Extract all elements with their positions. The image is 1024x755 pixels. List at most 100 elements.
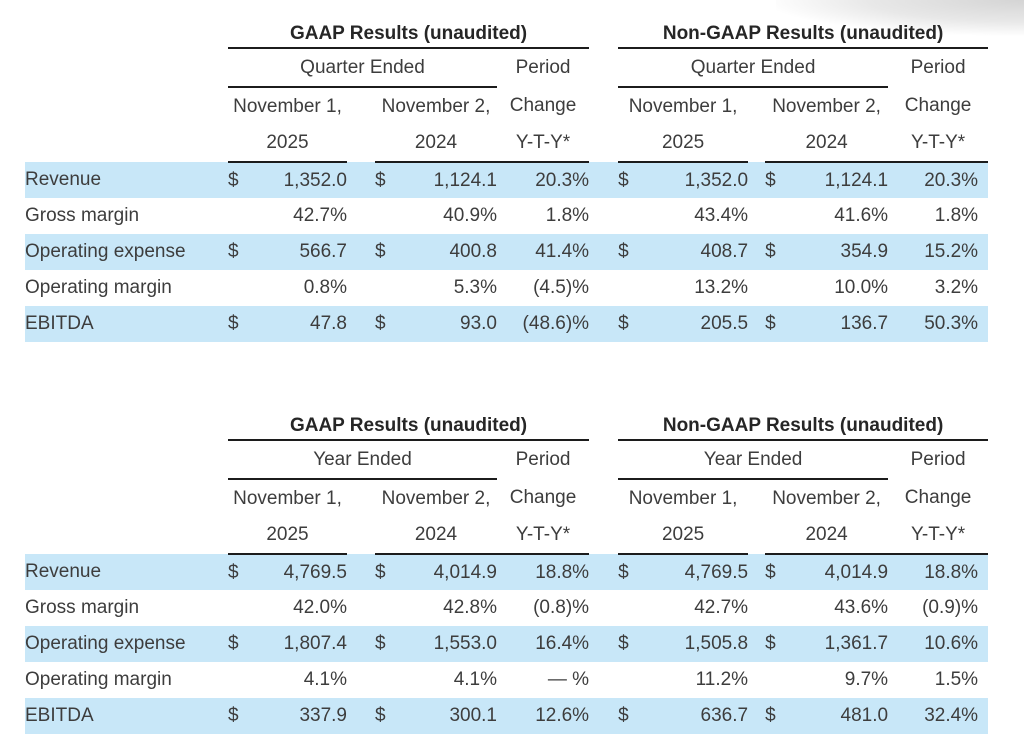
gaap-prior-year-header: 2024 bbox=[375, 517, 497, 555]
gaap-prior-date-header: November 2, bbox=[381, 487, 491, 509]
spacer bbox=[347, 479, 375, 517]
quarterly-results-table: GAAP Results (unaudited) Non-GAAP Result… bbox=[25, 20, 989, 342]
value-cell: 400.8 bbox=[403, 234, 497, 270]
spacer bbox=[25, 87, 228, 125]
value-cell: 5.3% bbox=[453, 277, 497, 298]
value-cell: 9.7% bbox=[844, 669, 889, 690]
dollar-sign: $ bbox=[228, 626, 256, 662]
spacer bbox=[589, 162, 619, 198]
dollar-sign bbox=[765, 662, 793, 698]
dollar-sign bbox=[228, 590, 256, 626]
non-gaap-prior-year-header: 2024 bbox=[765, 517, 889, 555]
non-gaap-period-scope-header: Year Ended bbox=[618, 440, 889, 480]
spacer bbox=[25, 479, 228, 517]
gaap-period-header: Period bbox=[515, 57, 571, 78]
dollar-sign bbox=[765, 590, 793, 626]
table-row: Operating margin 4.1% 4.1% — % 11.2% 9.7… bbox=[25, 662, 988, 698]
spacer bbox=[347, 554, 375, 590]
dollar-sign: $ bbox=[765, 234, 794, 270]
non-gaap-period-header: Period bbox=[910, 57, 966, 78]
spacer bbox=[978, 590, 988, 626]
value-cell: 43.6% bbox=[834, 597, 889, 618]
spacer bbox=[748, 306, 766, 342]
value-cell: 1,352.0 bbox=[650, 162, 749, 198]
spacer bbox=[589, 662, 618, 698]
value-cell: 481.0 bbox=[793, 698, 889, 734]
dollar-sign: $ bbox=[765, 626, 794, 662]
value-cell: 0.8% bbox=[303, 277, 347, 298]
row-label: EBITDA bbox=[25, 306, 228, 342]
dollar-sign: $ bbox=[375, 698, 403, 734]
change-cell: 18.8% bbox=[497, 554, 590, 590]
spacer bbox=[978, 234, 989, 270]
gaap-current-year-header: 2025 bbox=[228, 125, 347, 163]
change-cell: 3.2% bbox=[934, 277, 979, 298]
annual-results-table: GAAP Results (unaudited) Non-GAAP Result… bbox=[25, 412, 989, 734]
gaap-prior-date-header: November 2, bbox=[381, 95, 491, 117]
spacer bbox=[748, 198, 765, 234]
spacer bbox=[589, 517, 618, 554]
spacer bbox=[978, 270, 988, 306]
gaap-yty-header: Y-T-Y* bbox=[497, 125, 590, 163]
gaap-yty-header: Y-T-Y* bbox=[497, 517, 590, 555]
change-cell: 10.6% bbox=[888, 626, 979, 662]
spacer bbox=[347, 662, 375, 698]
value-cell: 42.7% bbox=[293, 205, 347, 226]
spacer bbox=[589, 125, 618, 162]
row-label: Gross margin bbox=[25, 205, 140, 226]
dollar-sign: $ bbox=[765, 698, 794, 734]
spacer bbox=[748, 125, 765, 162]
value-cell: 300.1 bbox=[403, 698, 497, 734]
dollar-sign: $ bbox=[228, 162, 256, 198]
spacer bbox=[748, 162, 766, 198]
change-cell: — % bbox=[547, 669, 590, 690]
spacer bbox=[347, 270, 375, 306]
table-row: EBITDA $ 47.8 $ 93.0 (48.6)% $ 205.5 $ 1… bbox=[25, 306, 989, 342]
dollar-sign: $ bbox=[228, 306, 256, 342]
spacer bbox=[748, 662, 765, 698]
dollar-sign bbox=[228, 198, 256, 234]
value-cell: 205.5 bbox=[650, 306, 749, 342]
row-label: Operating margin bbox=[25, 669, 172, 690]
change-cell: 41.4% bbox=[497, 234, 590, 270]
row-label: Revenue bbox=[25, 162, 228, 198]
value-cell: 47.8 bbox=[256, 306, 347, 342]
value-cell: 11.2% bbox=[695, 669, 749, 690]
spacer bbox=[347, 517, 375, 554]
spacer bbox=[748, 698, 766, 734]
non-gaap-current-date-header: November 1, bbox=[628, 487, 738, 509]
table-row: EBITDA $ 337.9 $ 300.1 12.6% $ 636.7 $ 4… bbox=[25, 698, 989, 734]
value-cell: 10.0% bbox=[834, 277, 889, 298]
dollar-sign bbox=[228, 662, 256, 698]
dollar-sign: $ bbox=[375, 306, 403, 342]
spacer bbox=[347, 698, 375, 734]
value-cell: 354.9 bbox=[793, 234, 889, 270]
non-gaap-period-header: Period bbox=[910, 449, 966, 470]
change-cell: 1.5% bbox=[934, 669, 979, 690]
gaap-current-year-header: 2025 bbox=[228, 517, 347, 555]
dollar-sign bbox=[375, 270, 403, 306]
spacer bbox=[25, 440, 228, 479]
dollar-sign: $ bbox=[618, 554, 651, 590]
change-cell: 18.8% bbox=[888, 554, 979, 590]
spacer bbox=[347, 306, 375, 342]
value-cell: 4,014.9 bbox=[793, 554, 889, 590]
non-gaap-prior-year-header: 2024 bbox=[765, 125, 889, 163]
spacer bbox=[589, 198, 618, 234]
spacer bbox=[589, 48, 618, 87]
spacer bbox=[978, 662, 988, 698]
value-cell: 41.6% bbox=[834, 205, 889, 226]
non-gaap-yty-header: Y-T-Y* bbox=[888, 125, 989, 163]
change-cell: 50.3% bbox=[888, 306, 979, 342]
non-gaap-period-scope-header: Quarter Ended bbox=[618, 48, 889, 88]
spacer bbox=[748, 554, 766, 590]
value-cell: 1,124.1 bbox=[403, 162, 497, 198]
dollar-sign: $ bbox=[375, 626, 403, 662]
date-row: November 1, November 2, Change November … bbox=[25, 479, 988, 517]
dollar-sign bbox=[765, 198, 793, 234]
dollar-sign bbox=[228, 270, 256, 306]
spacer bbox=[589, 626, 619, 662]
spacer bbox=[589, 20, 618, 48]
value-cell: 42.8% bbox=[443, 597, 497, 618]
value-cell: 136.7 bbox=[793, 306, 889, 342]
